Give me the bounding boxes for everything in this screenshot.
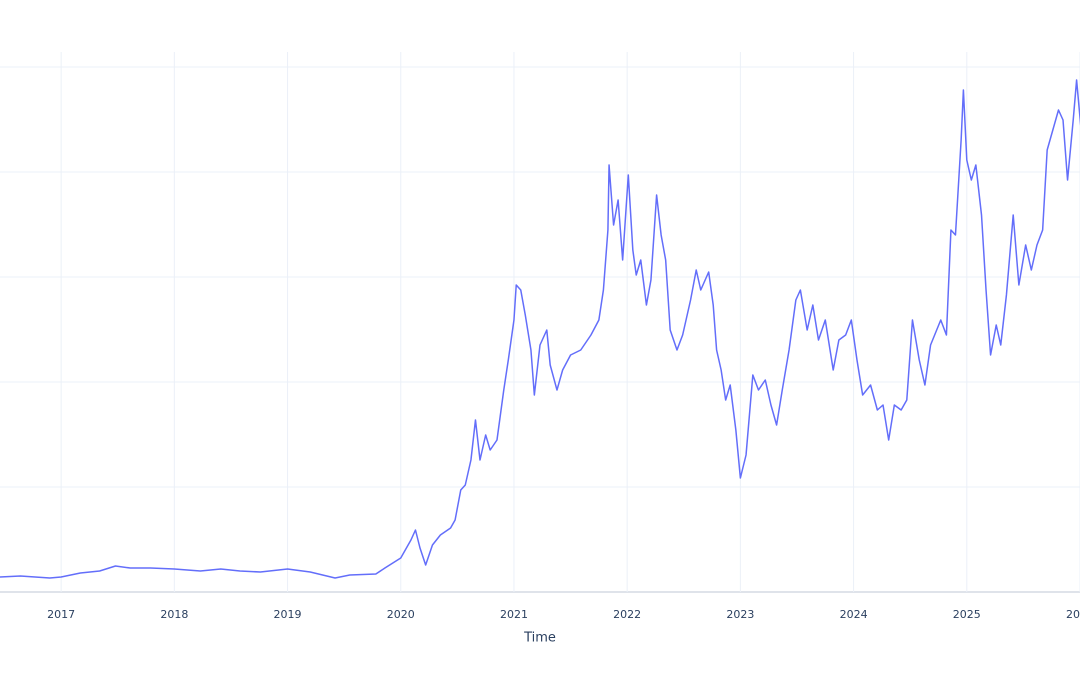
x-tick-label: 2022 bbox=[613, 608, 641, 621]
x-axis-title: Time bbox=[523, 631, 556, 646]
x-tick-label: 2019 bbox=[274, 608, 302, 621]
x-tick-label: 2025 bbox=[953, 608, 981, 621]
x-tick-label: 2018 bbox=[160, 608, 188, 621]
x-tick-label: 2020 bbox=[387, 608, 415, 621]
x-tick-label: 2017 bbox=[47, 608, 75, 621]
x-tick-label: 2024 bbox=[840, 608, 868, 621]
data-line bbox=[0, 79, 1080, 579]
x-tick-label: 2023 bbox=[726, 608, 754, 621]
x-tick-label: 2026 bbox=[1066, 608, 1080, 621]
x-tick-label: 2021 bbox=[500, 608, 528, 621]
